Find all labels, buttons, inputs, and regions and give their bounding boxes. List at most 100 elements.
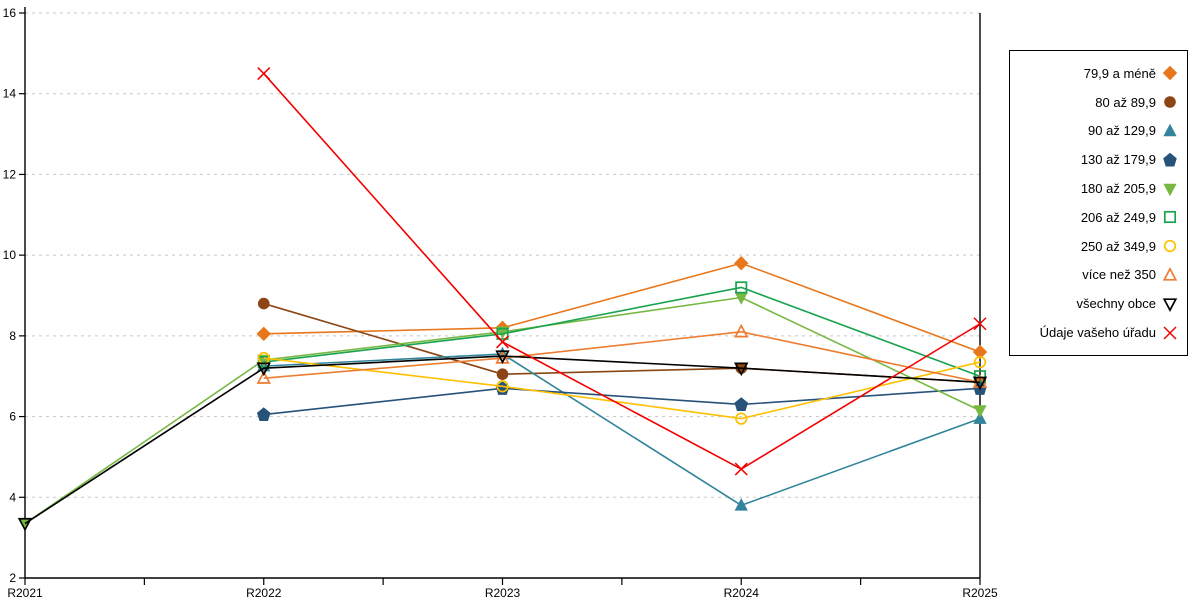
legend-item: více než 350 (1016, 266, 1178, 283)
marker-pentagon (734, 397, 749, 411)
legend-x-icon (1163, 326, 1177, 340)
marker-circle (1164, 96, 1176, 108)
legend-item: Údaje vašeho úřadu (1016, 325, 1178, 341)
series-2 (257, 297, 986, 389)
marker-pentagon (256, 407, 271, 422)
series-line (263, 387, 981, 416)
legend-label: 206 až 249,9 (1080, 209, 1156, 225)
marker-triangle-down (1162, 298, 1178, 312)
legend-triangle-down-icon (1163, 183, 1177, 196)
legend-item: 250 až 349,9 (1016, 238, 1178, 254)
legend-item: 79,9 a méně (1016, 65, 1178, 81)
series-4 (256, 381, 987, 422)
marker-triangle-up (1163, 123, 1177, 137)
x-tick-label: R2022 (246, 586, 282, 600)
legend-label: 130 až 179,9 (1080, 152, 1156, 168)
y-tick-label: 6 (9, 410, 16, 424)
series-line (263, 286, 981, 377)
legend-label: 250 až 349,9 (1080, 238, 1156, 254)
series-1 (256, 256, 988, 360)
series-line (263, 357, 981, 420)
y-tick-label: 10 (3, 248, 17, 262)
marker-circle (496, 368, 509, 380)
legend-pentagon-icon (1163, 152, 1177, 167)
series-line (263, 73, 981, 470)
marker-circle (735, 412, 748, 425)
marker-triangle-down (734, 362, 749, 377)
marker-diamond (734, 256, 749, 271)
legend-item: 206 až 249,9 (1016, 209, 1178, 225)
legend-label: 80 až 89,9 (1095, 94, 1156, 110)
series-3 (257, 346, 987, 511)
legend-label: 90 až 129,9 (1088, 123, 1156, 139)
marker-triangle-down (17, 517, 33, 532)
series-line (263, 353, 981, 507)
legend: 79,9 a méně 80 až 89,9 90 až 129,9 130 až 1… (1009, 50, 1188, 356)
legend-item: 90 až 129,9 (1016, 123, 1178, 139)
marker-triangle-down (972, 376, 988, 391)
marker-x (973, 317, 987, 331)
legend-diamond-icon (1162, 66, 1178, 81)
legend-label: 180 až 205,9 (1080, 181, 1156, 197)
x-tick-label: R2025 (962, 586, 998, 600)
marker-triangle-down (973, 405, 987, 418)
legend-label: více než 350 (1082, 267, 1156, 283)
marker-square (735, 281, 748, 294)
y-tick-label: 4 (9, 490, 16, 504)
series-6 (257, 281, 987, 383)
series-line (263, 262, 981, 353)
marker-square (973, 370, 987, 383)
x-tick-label: R2021 (7, 586, 43, 600)
legend-item: všechny obce (1016, 296, 1178, 312)
marker-triangle-down (1163, 183, 1177, 196)
marker-circle (496, 380, 509, 393)
y-tick-label: 12 (3, 167, 17, 181)
y-tick-label: 14 (3, 87, 17, 101)
marker-triangle-up (256, 370, 271, 384)
x-tick-label: R2024 (724, 586, 760, 600)
marker-triangle-up (1162, 266, 1178, 281)
marker-diamond (972, 344, 988, 360)
marker-square (496, 327, 509, 340)
y-tick-label: 16 (3, 6, 17, 20)
legend-label: 79,9 a méně (1083, 65, 1156, 81)
legend-item: 80 až 89,9 (1016, 94, 1178, 110)
y-tick-label: 2 (9, 571, 16, 585)
series-5 (18, 292, 987, 531)
legend-triangle-down-icon (1162, 298, 1178, 312)
marker-circle (1163, 240, 1177, 253)
legend-triangle-up-icon (1163, 123, 1177, 137)
series-line (24, 355, 981, 525)
marker-circle (973, 355, 987, 369)
legend-item: 130 až 179,9 (1016, 152, 1178, 168)
marker-diamond (256, 326, 271, 342)
legend-item: 180 až 205,9 (1016, 181, 1178, 197)
marker-diamond (1162, 66, 1178, 81)
marker-x (1163, 326, 1177, 340)
marker-triangle-down (256, 362, 271, 377)
legend-label: Údaje vašeho úřadu (1039, 325, 1156, 341)
marker-triangle-up (734, 498, 748, 511)
series-9 (17, 350, 988, 532)
series-line (263, 331, 981, 384)
legend-square-icon (1163, 211, 1177, 224)
marker-x (495, 335, 510, 349)
legend-circle-icon (1164, 96, 1176, 108)
marker-x (257, 67, 271, 81)
x-tick-label: R2023 (485, 586, 521, 600)
marker-pentagon (1163, 152, 1177, 167)
legend-triangle-up-icon (1162, 266, 1178, 281)
marker-x (734, 462, 748, 476)
legend-label: všechny obce (1076, 296, 1157, 312)
marker-square (1163, 211, 1177, 224)
marker-triangle-up (973, 411, 987, 424)
marker-triangle-up (734, 323, 749, 338)
series-7 (257, 351, 987, 425)
legend-circle-icon (1163, 240, 1177, 253)
marker-square (257, 356, 270, 369)
marker-circle (257, 297, 270, 310)
y-tick-label: 8 (9, 329, 16, 343)
marker-triangle-down (495, 350, 510, 365)
